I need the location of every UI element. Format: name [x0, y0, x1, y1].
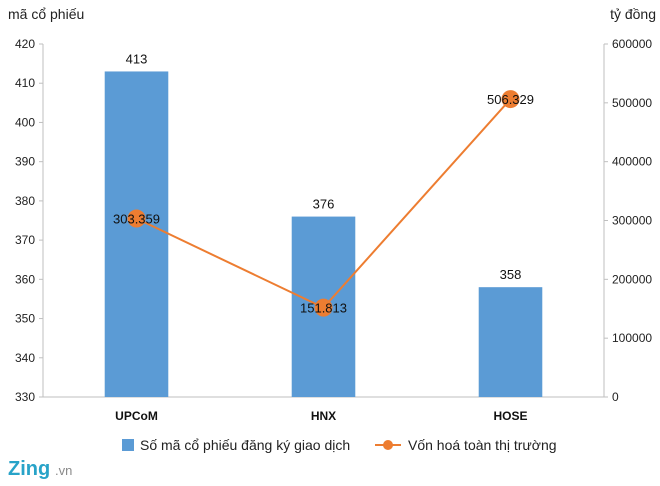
- logo-brand: Zing: [8, 458, 50, 480]
- left-tick-label: 410: [15, 76, 35, 90]
- right-tick-label: 500000: [612, 96, 652, 110]
- right-tick-label: 0: [612, 390, 619, 404]
- left-tick-label: 400: [15, 115, 35, 129]
- left-tick-label: 350: [15, 312, 35, 326]
- legend-line-label: Vốn hoá toàn thị trường: [408, 437, 557, 453]
- legend-bar-label: Số mã cổ phiếu đăng ký giao dịch: [140, 437, 350, 453]
- right-tick-label: 600000: [612, 37, 652, 51]
- line-marker: [314, 298, 333, 317]
- right-axis-ticks: 0 100000 200000 300000 400000 500000 600000: [604, 37, 652, 404]
- bar: [104, 71, 169, 397]
- category-labels: UPCoM HNX HOSE: [115, 409, 527, 423]
- logo-suffix: .vn: [55, 463, 72, 478]
- left-tick-label: 420: [15, 37, 35, 51]
- line-marker: [127, 209, 146, 228]
- right-axis-unit-label: tỷ đồng: [610, 6, 656, 22]
- line-data-label: 151.813: [300, 301, 347, 316]
- line-data-label: 303.359: [113, 212, 160, 227]
- right-tick-label: 100000: [612, 331, 652, 345]
- left-tick-label: 380: [15, 194, 35, 208]
- left-tick-label: 340: [15, 351, 35, 365]
- left-axis-unit-label: mã cổ phiếu: [8, 6, 84, 22]
- right-tick-label: 400000: [612, 155, 652, 169]
- line-data-labels: 303.359 151.813 506.329: [113, 92, 534, 316]
- bar-data-label: 358: [500, 267, 522, 282]
- right-tick-label: 200000: [612, 272, 652, 286]
- left-tick-label: 330: [15, 390, 35, 404]
- left-tick-label: 370: [15, 233, 35, 247]
- category-label: HOSE: [493, 409, 527, 423]
- legend-line-marker: [383, 440, 393, 450]
- line-marker: [501, 90, 520, 109]
- bar-data-label: 413: [126, 51, 148, 66]
- legend-bar-swatch: [122, 439, 134, 451]
- bar-data-labels: 413 376 358: [126, 51, 522, 282]
- bar-data-label: 376: [313, 197, 335, 212]
- left-tick-label: 360: [15, 272, 35, 286]
- category-label: UPCoM: [115, 409, 158, 423]
- legend: Số mã cổ phiếu đăng ký giao dịch Vốn hoá…: [122, 437, 557, 453]
- zing-logo: Zing .vn: [8, 458, 72, 480]
- left-axis-ticks: 330 340 350 360 370 380 390 400 410 420: [15, 37, 43, 404]
- category-label: HNX: [311, 409, 336, 423]
- left-tick-label: 390: [15, 155, 35, 169]
- right-tick-label: 300000: [612, 214, 652, 228]
- bar: [478, 287, 543, 397]
- line-series: [127, 90, 520, 317]
- line-data-label: 506.329: [487, 92, 534, 107]
